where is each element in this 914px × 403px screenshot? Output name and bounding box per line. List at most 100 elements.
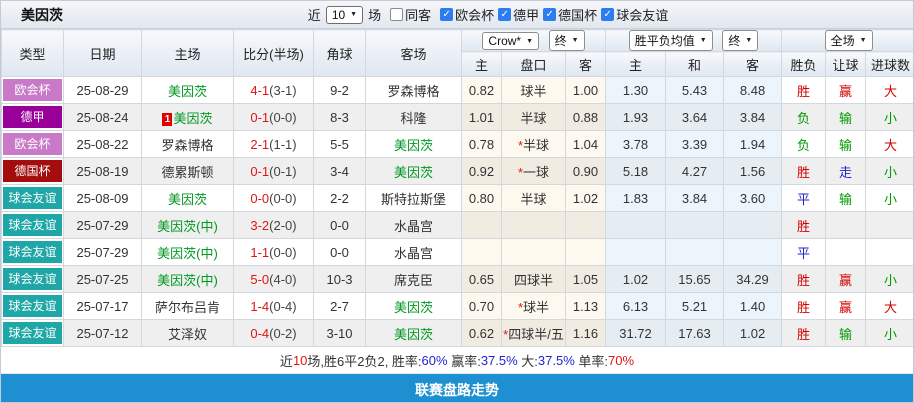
- col-header-avg-away: 客: [723, 51, 783, 77]
- col-header-avg-home: 主: [605, 51, 667, 77]
- col-header-avg-draw: 和: [665, 51, 725, 77]
- score-cell: 2-1(1-1): [233, 130, 314, 158]
- handicap-home-odds: 0.82: [461, 76, 502, 104]
- same-away-filter: 同客: [390, 5, 431, 24]
- score-cell: 0-0(0-0): [233, 184, 314, 212]
- handicap-away-odds: [564, 238, 607, 266]
- league-filter-checkbox[interactable]: ✓: [543, 8, 557, 22]
- handicap-line: [501, 211, 566, 239]
- result-wdl: 胜: [781, 157, 827, 185]
- same-away-checkbox[interactable]: [390, 8, 404, 21]
- league-filter-checkbox[interactable]: ✓: [601, 8, 615, 22]
- handicap-home-odds: 0.78: [461, 130, 502, 158]
- handicap-line: *半球: [501, 130, 566, 158]
- home-team: 德累斯顿: [141, 157, 234, 185]
- league-filter-checkbox[interactable]: ✓: [440, 8, 454, 22]
- scope-select[interactable]: 全场 ▼: [824, 30, 873, 51]
- col-header-home: 主场: [141, 29, 234, 77]
- league-filter-checkbox[interactable]: ✓: [498, 8, 512, 22]
- summary-segment: 单率:: [574, 353, 609, 369]
- fulltime-score: 1-1: [250, 244, 270, 260]
- result-handicap: 走: [825, 157, 867, 185]
- odds-company-select[interactable]: Crow* ▼: [482, 32, 540, 50]
- home-team-name: 德累斯顿: [161, 164, 214, 180]
- fulltime-score: 5-0: [250, 271, 270, 287]
- away-team-name: 美因茨: [393, 299, 433, 315]
- summary-segment: 大:: [517, 353, 538, 369]
- summary-segment: 赢率:: [447, 353, 481, 369]
- halftime-score: (0-0): [269, 244, 297, 260]
- result-goals: 大: [865, 76, 913, 104]
- league-trend-bar[interactable]: 联赛盘路走势: [1, 374, 913, 402]
- col-header-handicap-away: 客: [564, 51, 607, 77]
- match-date: 25-07-25: [63, 265, 142, 293]
- col-header-handicap-result: 让球: [825, 51, 867, 77]
- red-card-indicator: 1: [162, 112, 173, 126]
- league-badge: 球会友谊: [3, 268, 62, 290]
- odds-company-value: Crow*: [488, 34, 522, 48]
- odds-time-select[interactable]: 终 ▼: [548, 30, 585, 51]
- recent-count-select[interactable]: 10 ▼: [325, 5, 364, 24]
- score-cell: 0-1(0-0): [233, 103, 314, 131]
- league-filter: ✓ 欧会杯: [440, 5, 494, 24]
- same-away-label: 同客: [405, 8, 432, 23]
- away-team: 罗森博格: [365, 76, 462, 104]
- avg-odds-select[interactable]: 胜平负均值 ▼: [628, 30, 713, 51]
- avg-time-value: 终: [728, 34, 741, 48]
- summary-segment: 60%: [421, 352, 448, 368]
- avg-away-odds: 1.94: [723, 130, 783, 158]
- handicap-away-odds: 1.02: [564, 184, 607, 212]
- corner-score: 8-3: [313, 103, 366, 131]
- table-row: 球会友谊 25-07-29 美因茨(中) 3-2(2-0) 0-0 水晶宫胜: [1, 211, 913, 239]
- avg-draw-odds: 3.64: [665, 103, 725, 131]
- league-badge: 德甲: [3, 106, 62, 128]
- away-team-name: 美因茨: [393, 137, 433, 153]
- result-goals: 小: [865, 319, 913, 347]
- league-badge-cell: 欧会杯: [1, 130, 64, 158]
- score-cell: 5-0(4-0): [233, 265, 314, 293]
- chevron-down-icon: ▼: [526, 37, 534, 45]
- match-date: 25-07-29: [63, 238, 142, 266]
- odds-time-value: 终: [554, 34, 567, 48]
- result-wdl: 平: [781, 184, 827, 212]
- handicap-away-odds: 1.04: [564, 130, 607, 158]
- match-rows: 欧会杯 25-08-29 美因茨 4-1(3-1) 9-2 罗森博格 0.82 球半 1.00 1…: [1, 76, 913, 347]
- filter-controls: 近 10 ▼ 场 同客 ✓ 欧会杯 ✓ 德甲 ✓ 德国杯 ✓ 球会友谊: [63, 5, 913, 25]
- col-header-away: 客场: [365, 29, 462, 77]
- table-row: 球会友谊 25-08-09 美因茨 0-0(0-0) 2-2 斯特拉斯堡 0.80 半球 1.0…: [1, 184, 913, 212]
- away-team: 美因茨: [365, 157, 462, 185]
- summary-segment: 37.5%: [537, 352, 575, 368]
- table-row: 德甲 25-08-24 1 美因茨 0-1(0-0) 8-3 科隆 1.01 半球 0.88 1.9…: [1, 103, 913, 131]
- handicap-line: *四球半/五: [501, 319, 566, 347]
- league-badge: 球会友谊: [3, 295, 62, 317]
- score-cell: 4-1(3-1): [233, 76, 314, 104]
- avg-time-select[interactable]: 终 ▼: [722, 30, 759, 51]
- avg-draw-odds: 5.21: [665, 292, 725, 320]
- handicap-line: 半球: [501, 184, 566, 212]
- team-title: 美因茨: [21, 6, 63, 23]
- handicap-star: *: [517, 164, 524, 180]
- home-team-name: 美因茨: [173, 110, 213, 126]
- match-table: 类型 日期 主场 比分(半场) 角球 客场 Crow* ▼ 终 ▼ 胜平负均值 ▼ 终…: [1, 29, 913, 347]
- chevron-down-icon: ▼: [350, 11, 358, 18]
- away-team: 席克臣: [365, 265, 462, 293]
- table-row: 球会友谊 25-07-25 美因茨(中) 5-0(4-0) 10-3 席克臣 0.65 四球半…: [1, 265, 913, 293]
- corner-score: 0-0: [313, 238, 366, 266]
- avg-away-odds: [723, 238, 783, 266]
- result-goals: [865, 211, 913, 239]
- avg-home-odds: 6.13: [605, 292, 667, 320]
- league-badge-cell: 欧会杯: [1, 76, 64, 104]
- games-label: 场: [368, 8, 382, 23]
- avg-draw-odds: 4.27: [665, 157, 725, 185]
- result-wdl: 负: [781, 130, 827, 158]
- league-badge: 欧会杯: [3, 79, 62, 101]
- result-goals: 小: [865, 265, 913, 293]
- fulltime-score: 0-1: [250, 109, 270, 125]
- handicap-away-odds: 1.13: [564, 292, 607, 320]
- summary-segment: 70%: [608, 352, 635, 368]
- halftime-score: (0-0): [269, 190, 297, 206]
- league-filters: ✓ 欧会杯 ✓ 德甲 ✓ 德国杯 ✓ 球会友谊: [436, 5, 668, 25]
- result-goals: 小: [865, 157, 913, 185]
- avg-away-odds: 34.29: [723, 265, 783, 293]
- league-badge-cell: 德国杯: [1, 157, 64, 185]
